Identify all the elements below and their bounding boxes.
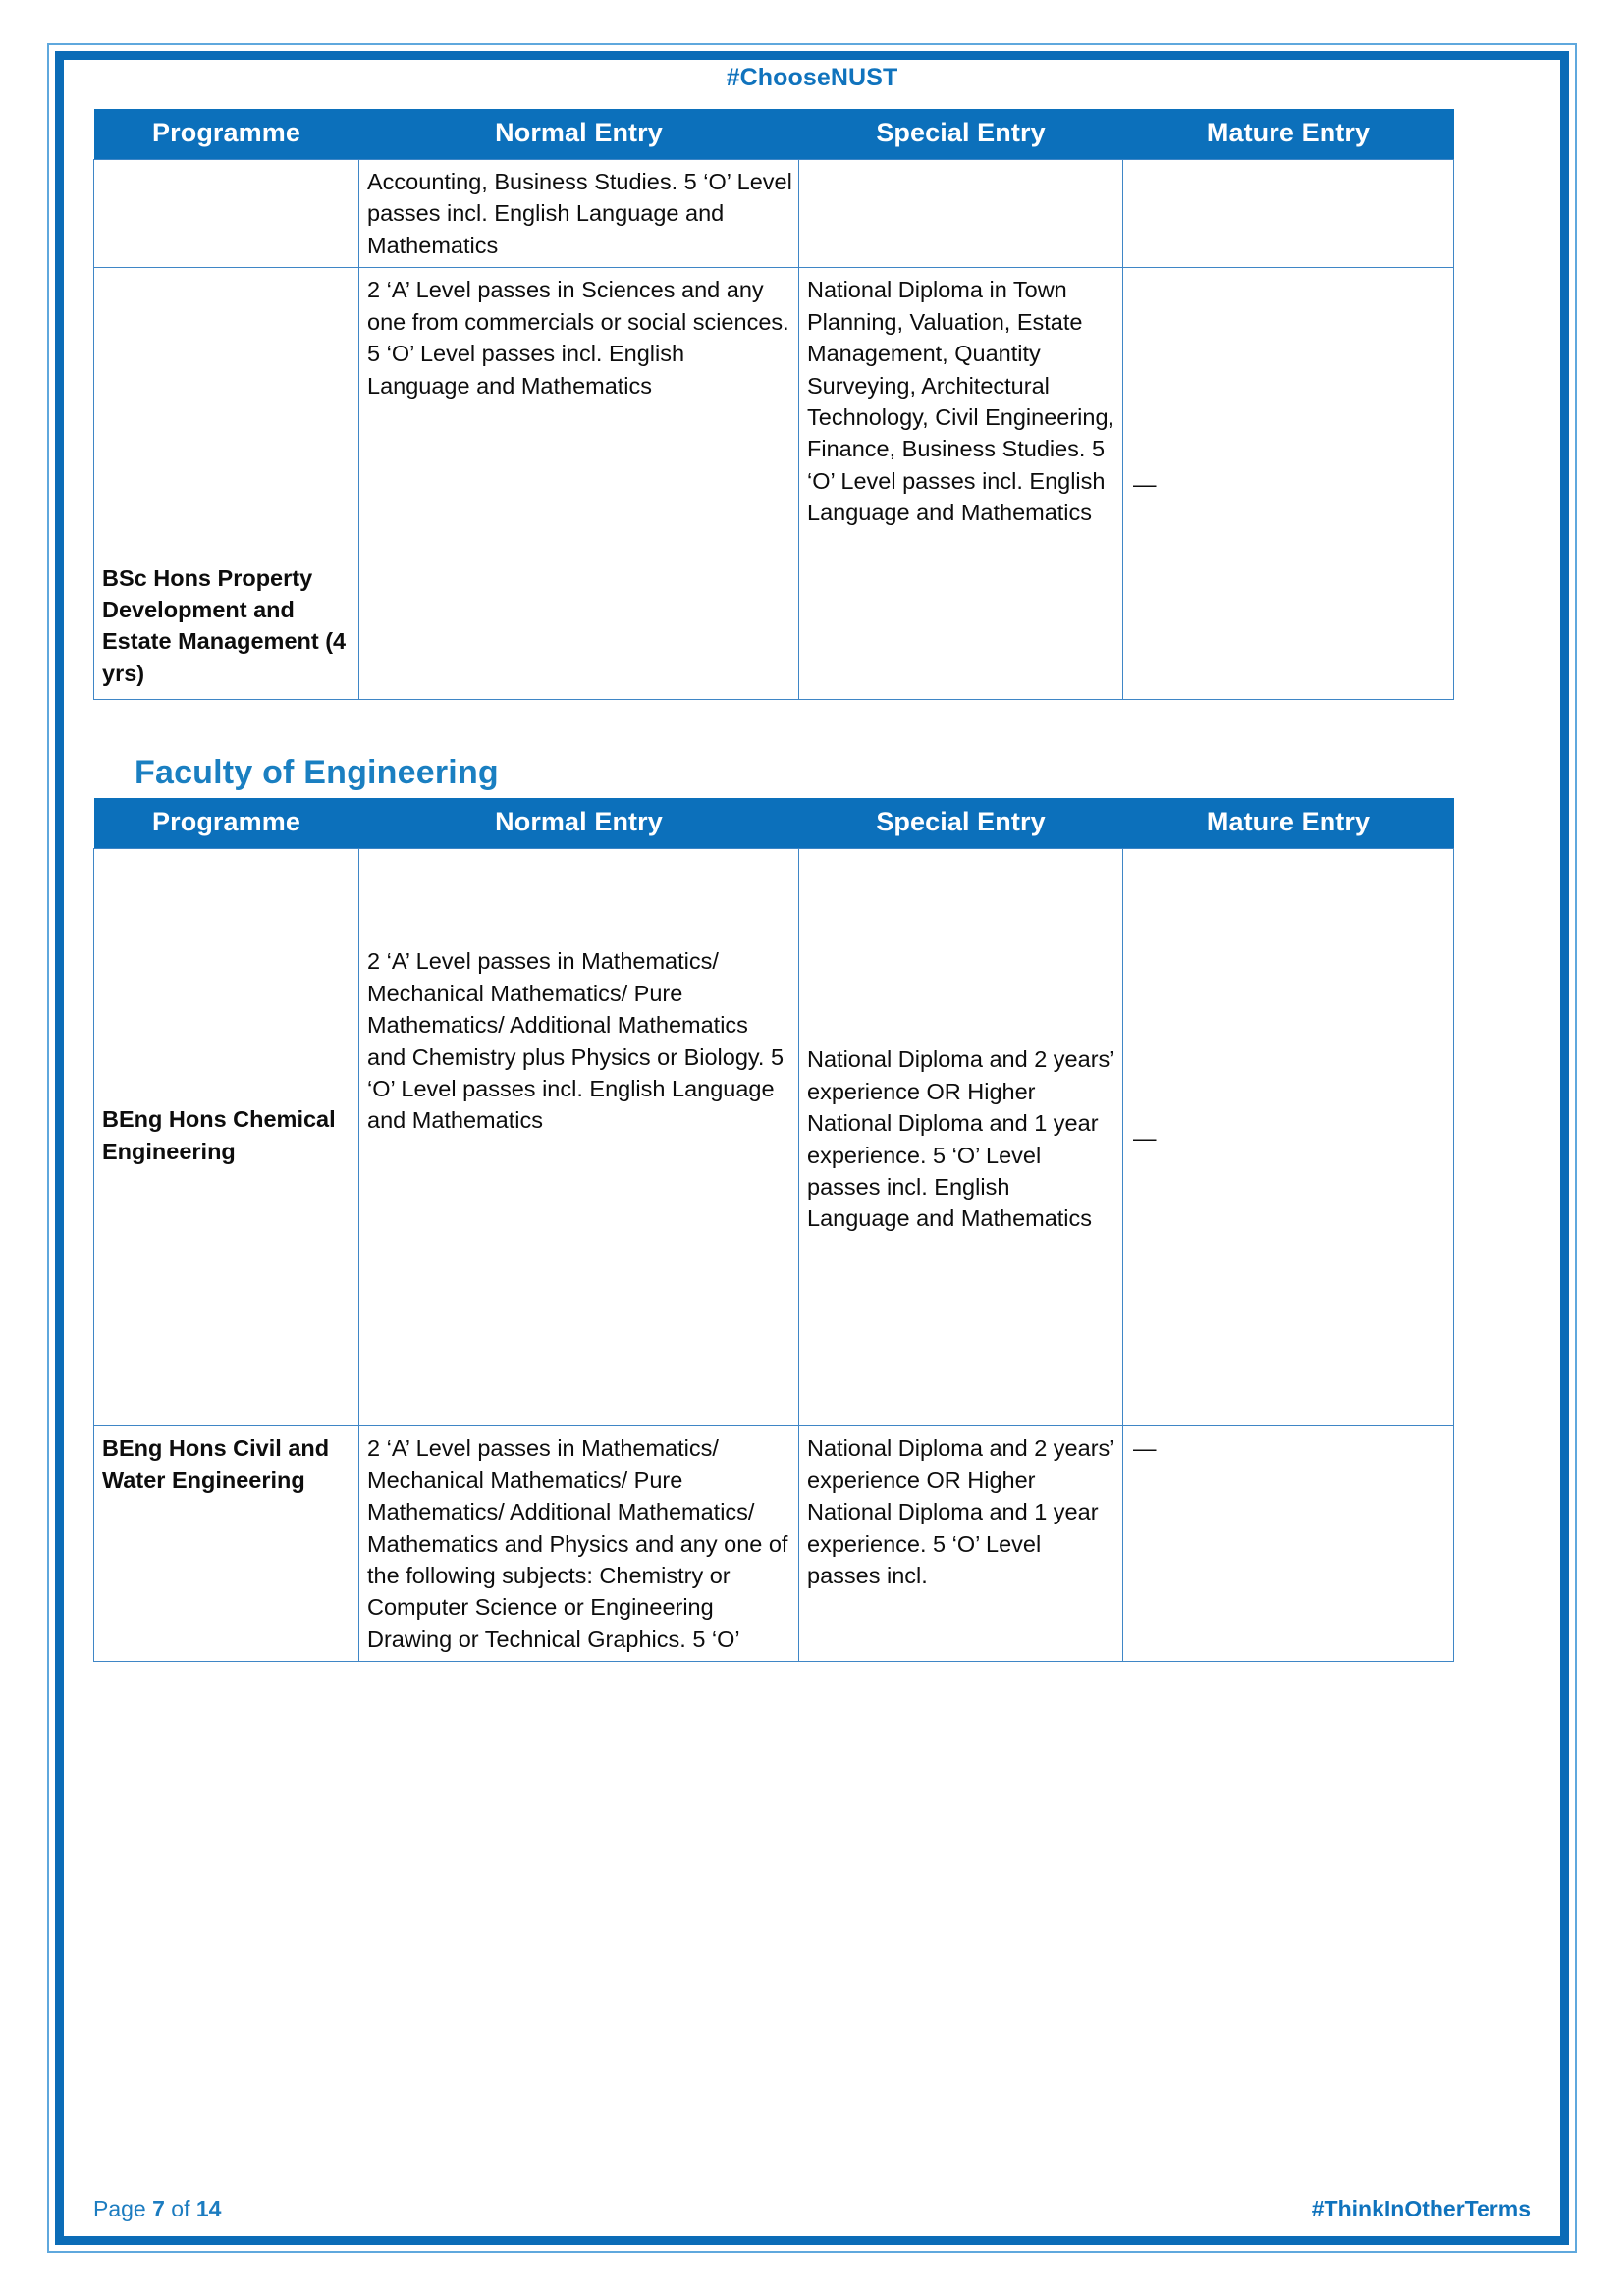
page-indicator: Page 7 of 14 bbox=[93, 2196, 221, 2222]
programme-table-engineering: Programme Normal Entry Special Entry Mat… bbox=[93, 798, 1454, 1663]
cell-normal-entry: Accounting, Business Studies. 5 ‘O’ Leve… bbox=[358, 158, 799, 269]
column-header-normal-entry: Normal Entry bbox=[358, 109, 799, 160]
header-hashtag: #ChooseNUST bbox=[726, 64, 898, 91]
page-content: #ChooseNUST Programme Normal Entry Speci… bbox=[93, 64, 1531, 2194]
programme-table-continuation: Programme Normal Entry Special Entry Mat… bbox=[93, 109, 1454, 701]
page-number: 7 bbox=[152, 2196, 165, 2221]
table-row: Accounting, Business Studies. 5 ‘O’ Leve… bbox=[93, 158, 1454, 269]
cell-programme bbox=[93, 158, 359, 269]
column-header-special-entry: Special Entry bbox=[798, 109, 1123, 160]
table-row: BEng Hons Civil and Water Engineering 2 … bbox=[93, 1425, 1454, 1663]
table-row: BSc Hons Property Development and Estate… bbox=[93, 267, 1454, 701]
page-total: 14 bbox=[195, 2196, 222, 2221]
column-header-mature-entry: Mature Entry bbox=[1122, 798, 1454, 849]
column-header-mature-entry: Mature Entry bbox=[1122, 109, 1454, 160]
cell-programme: BSc Hons Property Development and Estate… bbox=[93, 267, 359, 701]
cell-special-entry: National Diploma and 2 years’ experience… bbox=[798, 1425, 1123, 1663]
cell-programme: BEng Hons Civil and Water Engineering bbox=[93, 1425, 359, 1663]
cell-mature-entry bbox=[1122, 158, 1454, 269]
cell-normal-entry: 2 ‘A’ Level passes in Sciences and any o… bbox=[358, 267, 799, 701]
cell-normal-entry: 2 ‘A’ Level passes in Mathematics/ Mecha… bbox=[358, 1425, 799, 1663]
table-header-row: Programme Normal Entry Special Entry Mat… bbox=[93, 109, 1454, 160]
table-header-row: Programme Normal Entry Special Entry Mat… bbox=[93, 798, 1454, 849]
faculty-section-title: Faculty of Engineering bbox=[135, 754, 499, 792]
table-row: BEng Hons Chemical Engineering 2 ‘A’ Lev… bbox=[93, 848, 1454, 1427]
cell-normal-entry: 2 ‘A’ Level passes in Mathematics/ Mecha… bbox=[358, 848, 799, 1427]
page-label: Page bbox=[93, 2196, 146, 2221]
cell-programme: BEng Hons Chemical Engineering bbox=[93, 848, 359, 1427]
column-header-programme: Programme bbox=[93, 798, 359, 849]
column-header-special-entry: Special Entry bbox=[798, 798, 1123, 849]
document-footer: Page 7 of 14 #ThinkInOtherTerms bbox=[93, 2196, 1531, 2222]
document-header: #ChooseNUST bbox=[93, 64, 1531, 109]
footer-hashtag: #ThinkInOtherTerms bbox=[1311, 2196, 1531, 2221]
column-header-normal-entry: Normal Entry bbox=[358, 798, 799, 849]
cell-mature-entry: — bbox=[1122, 267, 1454, 701]
cell-mature-entry: — bbox=[1122, 1425, 1454, 1663]
section-spacer bbox=[93, 700, 1531, 754]
column-header-programme: Programme bbox=[93, 109, 359, 160]
cell-special-entry: National Diploma in Town Planning, Valua… bbox=[798, 267, 1123, 701]
cell-special-entry: National Diploma and 2 years’ experience… bbox=[798, 848, 1123, 1427]
page-of-label: of bbox=[171, 2196, 190, 2221]
cell-mature-entry: — bbox=[1122, 848, 1454, 1427]
cell-special-entry bbox=[798, 158, 1123, 269]
